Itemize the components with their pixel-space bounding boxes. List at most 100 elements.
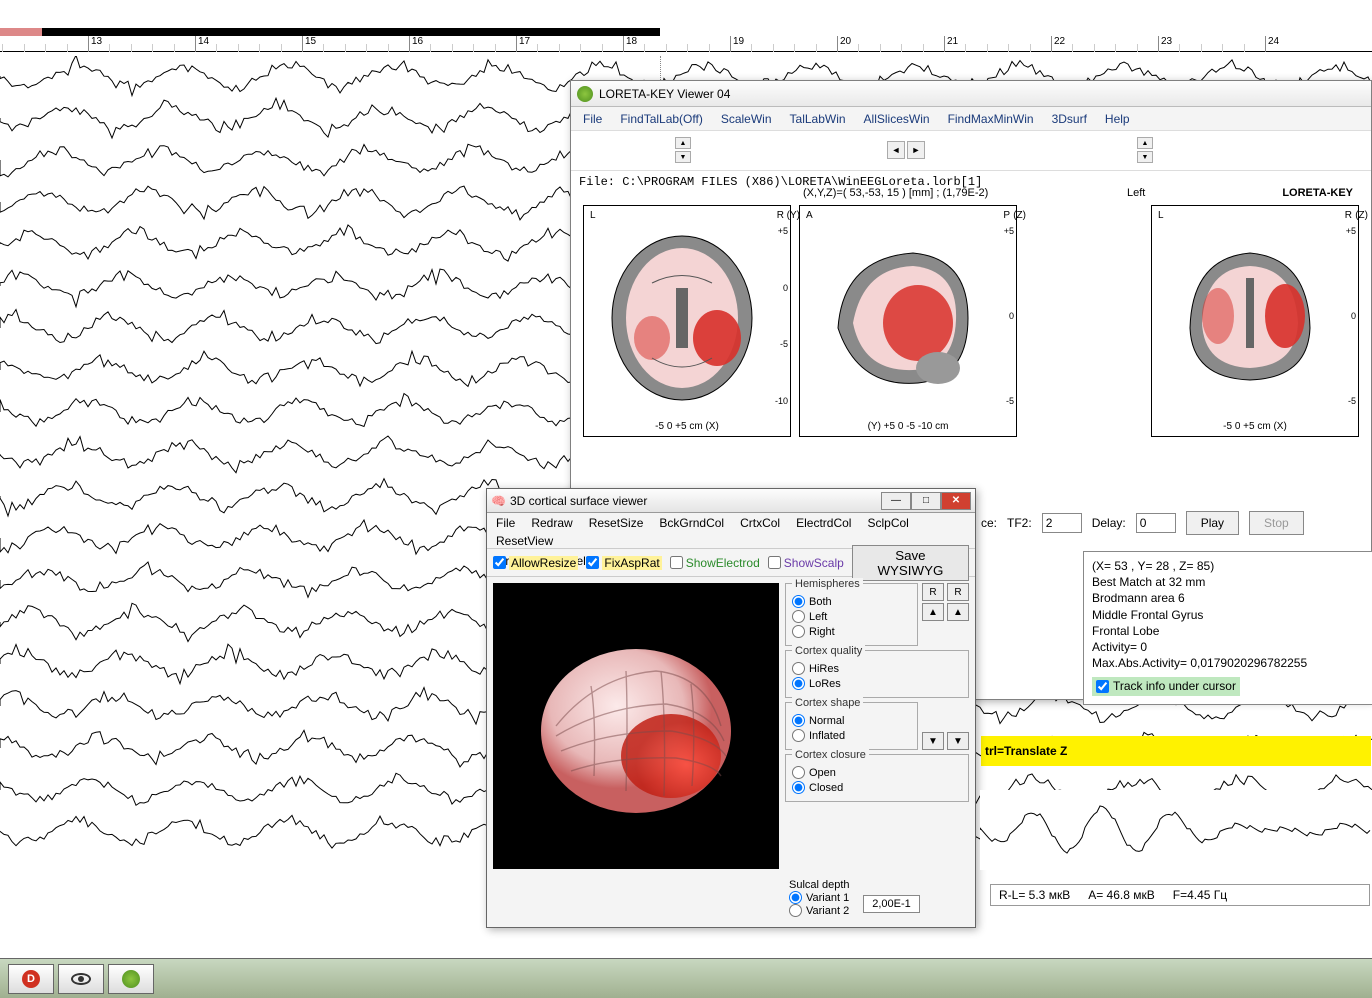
metric-value: R-L= 5.3 мкВ bbox=[999, 888, 1070, 902]
loreta-menu-bar: FileFindTalLab(Off)ScaleWinTalLabWinAllS… bbox=[571, 107, 1371, 131]
metric-value: A= 46.8 мкВ bbox=[1088, 888, 1155, 902]
time-tick: 23 bbox=[1158, 36, 1198, 52]
radio-option[interactable]: Inflated bbox=[792, 728, 911, 743]
time-tick: 20 bbox=[837, 36, 877, 52]
surf-title-bar[interactable]: 🧠 3D cortical surface viewer — □ ✕ bbox=[487, 489, 975, 513]
brain-slices-row: LR(Y)-5 0 +5 cm (X)+50-5-10 (X,Y,Z)=( 53… bbox=[571, 193, 1371, 441]
time-tick: 24 bbox=[1265, 36, 1305, 52]
bottom-metrics: R-L= 5.3 мкВ A= 46.8 мкВ F=4.45 Гц bbox=[990, 884, 1370, 906]
loreta-title-text: LORETA-KEY Viewer 04 bbox=[599, 87, 730, 101]
surf-menu-item[interactable]: ElectrdCol bbox=[791, 515, 856, 531]
spin-2[interactable]: ▲▼ bbox=[1137, 137, 1153, 163]
radio-option[interactable]: Right bbox=[792, 624, 911, 639]
loreta-toolbar: ▲▼ ◄► ▲▼ bbox=[571, 131, 1371, 171]
cortex-shape-group: Cortex shape NormalInflated bbox=[785, 702, 918, 750]
radio-option[interactable]: LoRes bbox=[792, 676, 962, 691]
close-button[interactable]: ✕ bbox=[941, 492, 971, 510]
maximize-button[interactable]: □ bbox=[911, 492, 941, 510]
surf-title-text: 3D cortical surface viewer bbox=[510, 494, 877, 508]
play-button[interactable]: Play bbox=[1186, 511, 1239, 535]
time-tick: 17 bbox=[516, 36, 556, 52]
time-tick: 13 bbox=[88, 36, 128, 52]
radio-option[interactable]: Variant 2 bbox=[789, 904, 849, 917]
reset-r-1[interactable]: R bbox=[922, 583, 944, 601]
down-2[interactable]: ▼ bbox=[947, 732, 969, 750]
up-2[interactable]: ▲ bbox=[947, 603, 969, 621]
radio-option[interactable]: Variant 1 bbox=[789, 891, 849, 904]
slice-coronal[interactable]: LR(Z)-5 0 +5 cm (X)+50-5 bbox=[1151, 205, 1359, 437]
radio-option[interactable]: Closed bbox=[792, 780, 962, 795]
taskbar-eye-icon[interactable] bbox=[58, 964, 104, 994]
radio-option[interactable]: Left bbox=[792, 609, 911, 624]
translate-hint: trl=Translate Z bbox=[981, 736, 1371, 766]
delay-input[interactable] bbox=[1136, 513, 1176, 533]
show-scalp-checkbox[interactable]: ShowScalp bbox=[768, 556, 844, 570]
radio-option[interactable]: Open bbox=[792, 765, 962, 780]
coord-readout: (X,Y,Z)=( 53,-53, 15 ) [mm] ; (1,79E-2) bbox=[803, 187, 988, 199]
surf-menu-item[interactable]: ResetView bbox=[491, 533, 558, 549]
ce-label: ce: bbox=[981, 516, 997, 530]
surf-menu-item[interactable]: BckGrndCol bbox=[654, 515, 729, 531]
hemispheres-group: Hemispheres BothLeftRight bbox=[785, 583, 918, 646]
tf2-input[interactable] bbox=[1042, 513, 1082, 533]
coord-left-label: Left bbox=[1127, 187, 1145, 199]
time-tick: 22 bbox=[1051, 36, 1091, 52]
loreta-key-label: LORETA-KEY bbox=[1282, 187, 1353, 199]
time-tick: 21 bbox=[944, 36, 984, 52]
time-tick: 16 bbox=[409, 36, 449, 52]
radio-option[interactable]: Normal bbox=[792, 713, 911, 728]
spin-1[interactable]: ▲▼ bbox=[675, 137, 691, 163]
loreta-menu-item[interactable]: TalLabWin bbox=[782, 110, 854, 128]
taskbar-d-icon[interactable]: D bbox=[8, 964, 54, 994]
loreta-menu-item[interactable]: FindTalLab(Off) bbox=[612, 110, 710, 128]
cortex-closure-group: Cortex closure OpenClosed bbox=[785, 754, 969, 802]
time-tick: 14 bbox=[195, 36, 235, 52]
surf-menu-item[interactable]: ResetSize bbox=[584, 515, 649, 531]
surface-viewer-window: 🧠 3D cortical surface viewer — □ ✕ File R… bbox=[486, 488, 976, 928]
delay-label: Delay: bbox=[1092, 516, 1126, 530]
bottom-waveform bbox=[980, 790, 1372, 870]
show-electrod-checkbox[interactable]: ShowElectrod bbox=[670, 556, 760, 570]
loreta-menu-item[interactable]: AllSlicesWin bbox=[856, 110, 938, 128]
surf-menu-item[interactable]: File bbox=[491, 515, 520, 531]
info-panel: (X= 53 , Y= 28 , Z= 85)Best Match at 32 … bbox=[1083, 551, 1372, 705]
minimize-button[interactable]: — bbox=[881, 492, 911, 510]
time-tick: 18 bbox=[623, 36, 663, 52]
surf-side-panel: Hemispheres BothLeftRight R R ▲ ▲ Cortex… bbox=[785, 583, 969, 869]
radio-option[interactable]: Both bbox=[792, 594, 911, 609]
time-tick: 15 bbox=[302, 36, 342, 52]
time-tick: 19 bbox=[730, 36, 770, 52]
reset-r-2[interactable]: R bbox=[947, 583, 969, 601]
taskbar: D bbox=[0, 958, 1372, 998]
loreta-menu-item[interactable]: File bbox=[575, 110, 610, 128]
cortex-quality-group: Cortex quality HiResLoRes bbox=[785, 650, 969, 698]
nav-arrows[interactable]: ◄► bbox=[887, 141, 925, 159]
surf-toolbar: AllowResize FixAspRat ShowElectrod ShowS… bbox=[487, 549, 975, 577]
loreta-menu-item[interactable]: FindMaxMinWin bbox=[940, 110, 1042, 128]
allow-resize-checkbox[interactable]: AllowResize bbox=[493, 556, 578, 570]
taskbar-brain-icon[interactable] bbox=[108, 964, 154, 994]
loreta-app-icon bbox=[577, 86, 593, 102]
brain-3d-viewport[interactable] bbox=[493, 583, 779, 869]
track-info-checkbox[interactable]: Track info under cursor bbox=[1092, 677, 1240, 695]
surf-menu-item[interactable]: Redraw bbox=[526, 515, 577, 531]
metric-value: F=4.45 Гц bbox=[1173, 888, 1227, 902]
stop-button[interactable]: Stop bbox=[1249, 511, 1304, 535]
loreta-menu-item[interactable]: 3Dsurf bbox=[1044, 110, 1095, 128]
fix-asp-checkbox[interactable]: FixAspRat bbox=[586, 556, 661, 570]
loreta-title-bar[interactable]: LORETA-KEY Viewer 04 bbox=[571, 81, 1371, 107]
surf-menu-item[interactable]: CrtxCol bbox=[735, 515, 785, 531]
loreta-menu-item[interactable]: ScaleWin bbox=[713, 110, 780, 128]
down-1[interactable]: ▼ bbox=[922, 732, 944, 750]
slice-axial[interactable]: LR(Y)-5 0 +5 cm (X)+50-5-10 bbox=[583, 205, 791, 437]
surf-menu-item[interactable]: SclpCol bbox=[862, 515, 913, 531]
tf2-label: TF2: bbox=[1007, 516, 1032, 530]
sulcal-depth-group: Sulcal depth Variant 1Variant 2 2,00E-1 bbox=[783, 875, 975, 921]
time-ruler: 13 14 15 16 17 18 19 20 21 22 23 24 bbox=[0, 28, 1372, 52]
up-1[interactable]: ▲ bbox=[922, 603, 944, 621]
slice-sagittal[interactable]: AP(Z)(Y) +5 0 -5 -10 cm+50-5 bbox=[799, 205, 1017, 437]
save-wysiwyg-button[interactable]: Save WYSIWYG bbox=[852, 545, 969, 581]
loreta-menu-item[interactable]: Help bbox=[1097, 110, 1138, 128]
radio-option[interactable]: HiRes bbox=[792, 661, 962, 676]
playback-controls: ce: TF2: Delay: Play Stop bbox=[981, 511, 1361, 535]
